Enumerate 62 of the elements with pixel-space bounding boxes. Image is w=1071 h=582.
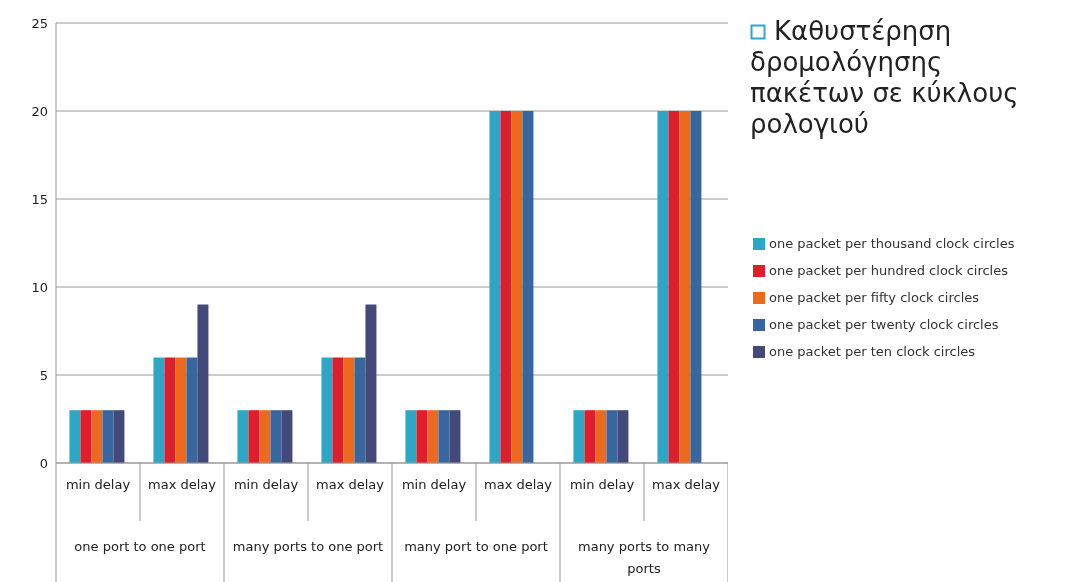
bar (657, 111, 669, 463)
bar (197, 304, 209, 463)
y-tick-label: 25 (31, 15, 48, 31)
bar (511, 111, 523, 463)
y-tick-label: 5 (39, 367, 48, 383)
bar (321, 357, 333, 463)
bar (606, 410, 618, 463)
bar (164, 357, 176, 463)
x-tick-label: min delay (401, 477, 467, 492)
y-tick-label: 20 (31, 103, 48, 119)
bar (343, 357, 355, 463)
bar (449, 410, 461, 463)
bar (668, 111, 680, 463)
bar (416, 410, 428, 463)
legend-label: one packet per ten clock circles (769, 344, 976, 359)
y-tick-label: 0 (39, 455, 48, 471)
bar (102, 410, 114, 463)
bar (489, 111, 501, 463)
y-tick-label: 10 (31, 279, 48, 295)
bar (679, 111, 691, 463)
bar (237, 410, 249, 463)
bar (186, 357, 198, 463)
x-tick-label: max delay (148, 477, 217, 492)
y-tick-label: 15 (31, 191, 48, 207)
bar (113, 410, 125, 463)
x-tick-label: min delay (233, 477, 299, 492)
x-tick-label: max delay (484, 477, 553, 492)
bar (438, 410, 450, 463)
bar (354, 357, 366, 463)
bar (427, 410, 439, 463)
bar (365, 304, 377, 463)
legend-label: one packet per twenty clock circles (769, 317, 999, 332)
bar (522, 111, 534, 463)
bar (281, 410, 293, 463)
x-tick-label: max delay (652, 477, 721, 492)
text: one port to one port (74, 539, 206, 554)
bar (332, 357, 344, 463)
bar (270, 410, 282, 463)
x-tick-label: max delay (316, 477, 385, 492)
bar (153, 357, 165, 463)
text: Καθυστέρηση δρομολόγησης πακέτων σε κύκλους ρολογιού (750, 16, 1019, 139)
bar (690, 111, 702, 463)
text: many ports to one port (232, 539, 384, 554)
bar (69, 410, 81, 463)
bar (91, 410, 103, 463)
bar (259, 410, 271, 463)
bar (584, 410, 596, 463)
x-tick-label: min delay (569, 477, 635, 492)
text: many ports to many ports (578, 539, 711, 576)
bar (617, 410, 629, 463)
bar (573, 410, 585, 463)
legend-label: one packet per thousand clock circles (769, 236, 1015, 251)
bar (248, 410, 260, 463)
bar (405, 410, 417, 463)
bar (500, 111, 512, 463)
text: many port to one port (404, 539, 548, 554)
bar (175, 357, 187, 463)
bar (595, 410, 607, 463)
legend-label: one packet per hundred clock circles (769, 263, 1008, 278)
x-tick-label: min delay (65, 477, 131, 492)
legend-label: one packet per fifty clock circles (769, 290, 980, 305)
bar (80, 410, 92, 463)
